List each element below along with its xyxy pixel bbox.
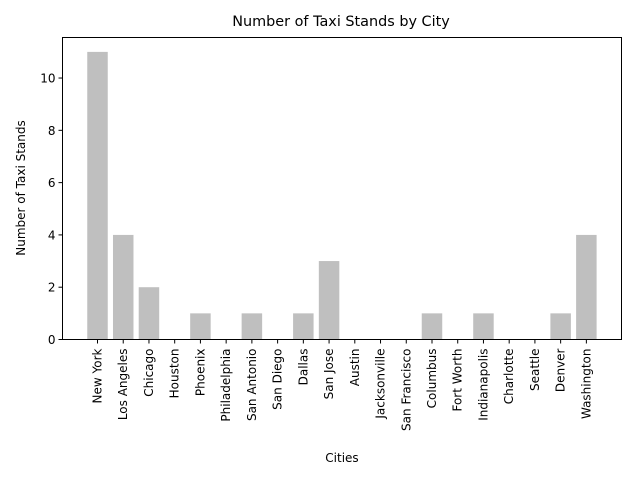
bar-san-antonio bbox=[241, 313, 263, 340]
x-tick-label: Indianapolis bbox=[476, 349, 490, 421]
bar-washington bbox=[576, 234, 597, 340]
y-axis-label: Number of Taxi Stands bbox=[14, 120, 28, 256]
chart-title: Number of Taxi Stands by City bbox=[232, 14, 450, 30]
x-tick-label: Denver bbox=[554, 348, 568, 392]
x-tick-label: Phoenix bbox=[193, 349, 207, 397]
bar-columbus bbox=[421, 313, 443, 340]
ticks-layer: New York Los Angeles Chicago Houston Phoenix… bbox=[40, 72, 593, 431]
y-tick-label: 2 bbox=[48, 281, 56, 295]
y-tick-label: 6 bbox=[48, 176, 56, 190]
bar-denver bbox=[550, 313, 571, 340]
x-tick-label: Seattle bbox=[528, 349, 542, 391]
bar-phoenix bbox=[190, 313, 211, 340]
x-tick-label: Houston bbox=[168, 349, 182, 399]
bars-layer bbox=[87, 51, 597, 340]
x-tick-label: San Jose bbox=[322, 349, 336, 400]
bar-los-angeles bbox=[112, 234, 134, 340]
x-tick-label: Fort Worth bbox=[451, 349, 465, 412]
x-axis-label: Cities bbox=[325, 451, 358, 465]
x-tick-label: New York bbox=[91, 348, 105, 403]
x-tick-label: Philadelphia bbox=[219, 349, 233, 422]
bar-new-york bbox=[87, 51, 108, 340]
x-tick-label: Columbus bbox=[425, 349, 439, 409]
y-tick-label: 10 bbox=[40, 72, 55, 86]
y-tick-label: 0 bbox=[48, 333, 56, 347]
x-tick-label: Chicago bbox=[142, 349, 156, 397]
x-tick-label: Charlotte bbox=[502, 349, 516, 405]
x-tick-label: San Diego bbox=[271, 349, 285, 410]
x-tick-label: Jacksonville bbox=[374, 349, 388, 420]
x-tick-label: San Antonio bbox=[245, 349, 259, 422]
x-tick-label: Los Angeles bbox=[116, 349, 130, 421]
x-tick-label: Austin bbox=[348, 349, 362, 387]
y-tick-label: 8 bbox=[48, 124, 56, 138]
x-tick-label: San Francisco bbox=[399, 349, 413, 431]
x-tick-label: Dallas bbox=[296, 349, 310, 386]
bar-indianapolis bbox=[473, 313, 494, 340]
x-tick-label: Washington bbox=[579, 349, 593, 420]
bar-san-jose bbox=[318, 261, 340, 340]
bar-dallas bbox=[293, 313, 314, 340]
y-tick-label: 4 bbox=[48, 228, 56, 242]
bar-chicago bbox=[138, 287, 160, 340]
plot-frame bbox=[62, 37, 622, 340]
